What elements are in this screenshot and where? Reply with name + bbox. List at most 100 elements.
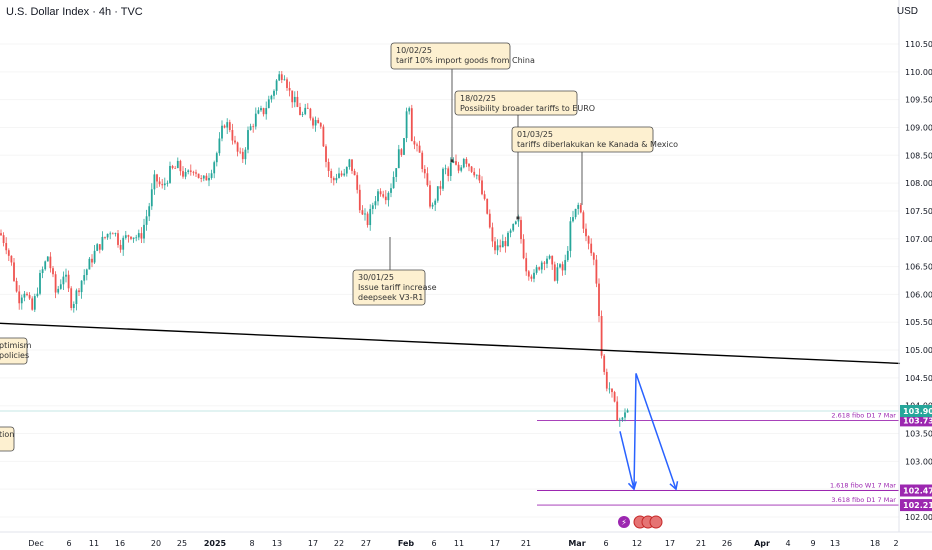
candle-body — [361, 210, 364, 215]
candle-body — [241, 151, 244, 160]
price-tick-label: 106.50 — [905, 263, 932, 272]
candle-body — [377, 191, 379, 202]
candle-body — [28, 295, 31, 299]
candle-body — [195, 172, 197, 174]
candle-body — [481, 180, 483, 195]
annotation-deepseek[interactable] — [352, 269, 426, 306]
candle-body — [574, 208, 577, 218]
candle-body — [514, 221, 517, 224]
candle-body — [366, 213, 369, 226]
chart-title: U.S. Dollar Index · 4h · TVC — [6, 6, 143, 18]
candle-body — [257, 110, 260, 114]
time-tick-label: 6 — [66, 539, 71, 548]
candle-body — [577, 204, 580, 209]
candle-body — [546, 258, 548, 264]
candle-body — [80, 280, 83, 293]
trend-line[interactable] — [0, 322, 901, 365]
time-tick-label: 27 — [361, 539, 371, 548]
candle-body — [608, 388, 611, 390]
candle-body — [509, 230, 512, 233]
candle-body — [208, 177, 210, 181]
fibo-price-tag — [900, 414, 932, 427]
candle-body — [111, 233, 114, 235]
candle-body — [538, 267, 541, 270]
candle-body — [174, 168, 177, 169]
price-tick-label: 102.00 — [905, 513, 932, 522]
time-tick-label: 6 — [603, 539, 608, 548]
candle-body — [54, 274, 57, 293]
candle-body — [114, 233, 117, 235]
candle-body — [325, 146, 327, 162]
time-axis[interactable]: Dec 6 11 16 20 25 2025 8 13 17 22 27 Feb 6 11 17 21 Mar 6 1… — [0, 531, 932, 548]
candle-body — [296, 96, 299, 107]
time-tick-label: 20 — [151, 539, 161, 548]
price-axis[interactable]: 110.50 110.00 109.50 109.00 108.50 108.00 107.… — [898, 0, 932, 532]
candle-body — [522, 239, 525, 259]
candle-body — [496, 245, 499, 251]
price-tick-label: 107.00 — [905, 235, 932, 244]
time-tick-label: 21 — [696, 539, 706, 548]
candle-body — [470, 166, 473, 172]
candle-body — [449, 162, 452, 176]
annotation-partial-optimism[interactable] — [0, 337, 28, 365]
time-tick-label: 26 — [722, 539, 732, 548]
candle-body — [31, 298, 34, 310]
candle-body — [184, 172, 187, 177]
candle-body — [421, 152, 424, 170]
candle-body — [210, 173, 213, 178]
candle-body — [403, 138, 405, 155]
candle-body — [416, 144, 418, 146]
event-icons[interactable]: ⚡ — [618, 515, 663, 529]
projection-path[interactable] — [619, 373, 677, 490]
candle-body — [494, 241, 496, 251]
candle-body — [587, 236, 590, 244]
candle-body — [462, 159, 465, 168]
candle-body — [340, 173, 343, 176]
candle-body — [85, 269, 88, 276]
candle-body — [197, 173, 200, 179]
candle-body — [434, 200, 437, 205]
annotation-china-tariff[interactable] — [390, 42, 511, 70]
dividend-event-icon[interactable] — [618, 516, 630, 528]
annotation-euro-tariff[interactable] — [454, 90, 578, 116]
candle-body — [512, 223, 515, 231]
candle-body — [83, 275, 86, 281]
fibo-level-label: 2.618 fibo D1 7 Mar — [831, 411, 896, 419]
candle-body — [39, 273, 41, 294]
current-price-tag — [900, 404, 932, 417]
candle-body — [283, 79, 286, 81]
us-flag-icon[interactable] — [649, 515, 663, 529]
candle-body — [590, 243, 593, 254]
candle-body — [426, 173, 429, 186]
candle-body — [0, 233, 2, 236]
candle-body — [119, 244, 122, 250]
candle-body — [140, 233, 143, 239]
candle-body — [132, 237, 135, 239]
candle-body — [442, 168, 444, 189]
fibo-price-tag-label: 102.214 — [903, 501, 932, 510]
currency-label[interactable]: USD — [896, 6, 918, 17]
time-tick-label: 17 — [665, 539, 675, 548]
time-tick-label: Dec — [28, 539, 43, 548]
candle-body — [460, 167, 463, 171]
annotation-partial-tion[interactable] — [0, 426, 15, 452]
candle-body — [439, 186, 442, 189]
annotation-text: tariffs diberlakukan ke Kanada & Mexico — [517, 140, 678, 149]
arrowhead — [669, 481, 679, 491]
candle-body — [96, 244, 99, 251]
candle-body — [247, 130, 249, 150]
candle-body — [163, 183, 166, 186]
candle-body — [5, 243, 8, 251]
candle-body — [572, 217, 574, 222]
candle-body — [252, 126, 255, 128]
candle-body — [338, 173, 340, 178]
annotation-canada-mexico-tariff[interactable] — [511, 126, 654, 153]
price-tick-label: 103.500 — [905, 430, 932, 439]
fibo-price-tag — [900, 484, 932, 497]
candle-body — [566, 250, 569, 261]
annotation-anchor — [516, 216, 520, 220]
candle-body — [624, 412, 626, 418]
candle-body — [525, 258, 528, 272]
candle-body — [161, 184, 164, 186]
